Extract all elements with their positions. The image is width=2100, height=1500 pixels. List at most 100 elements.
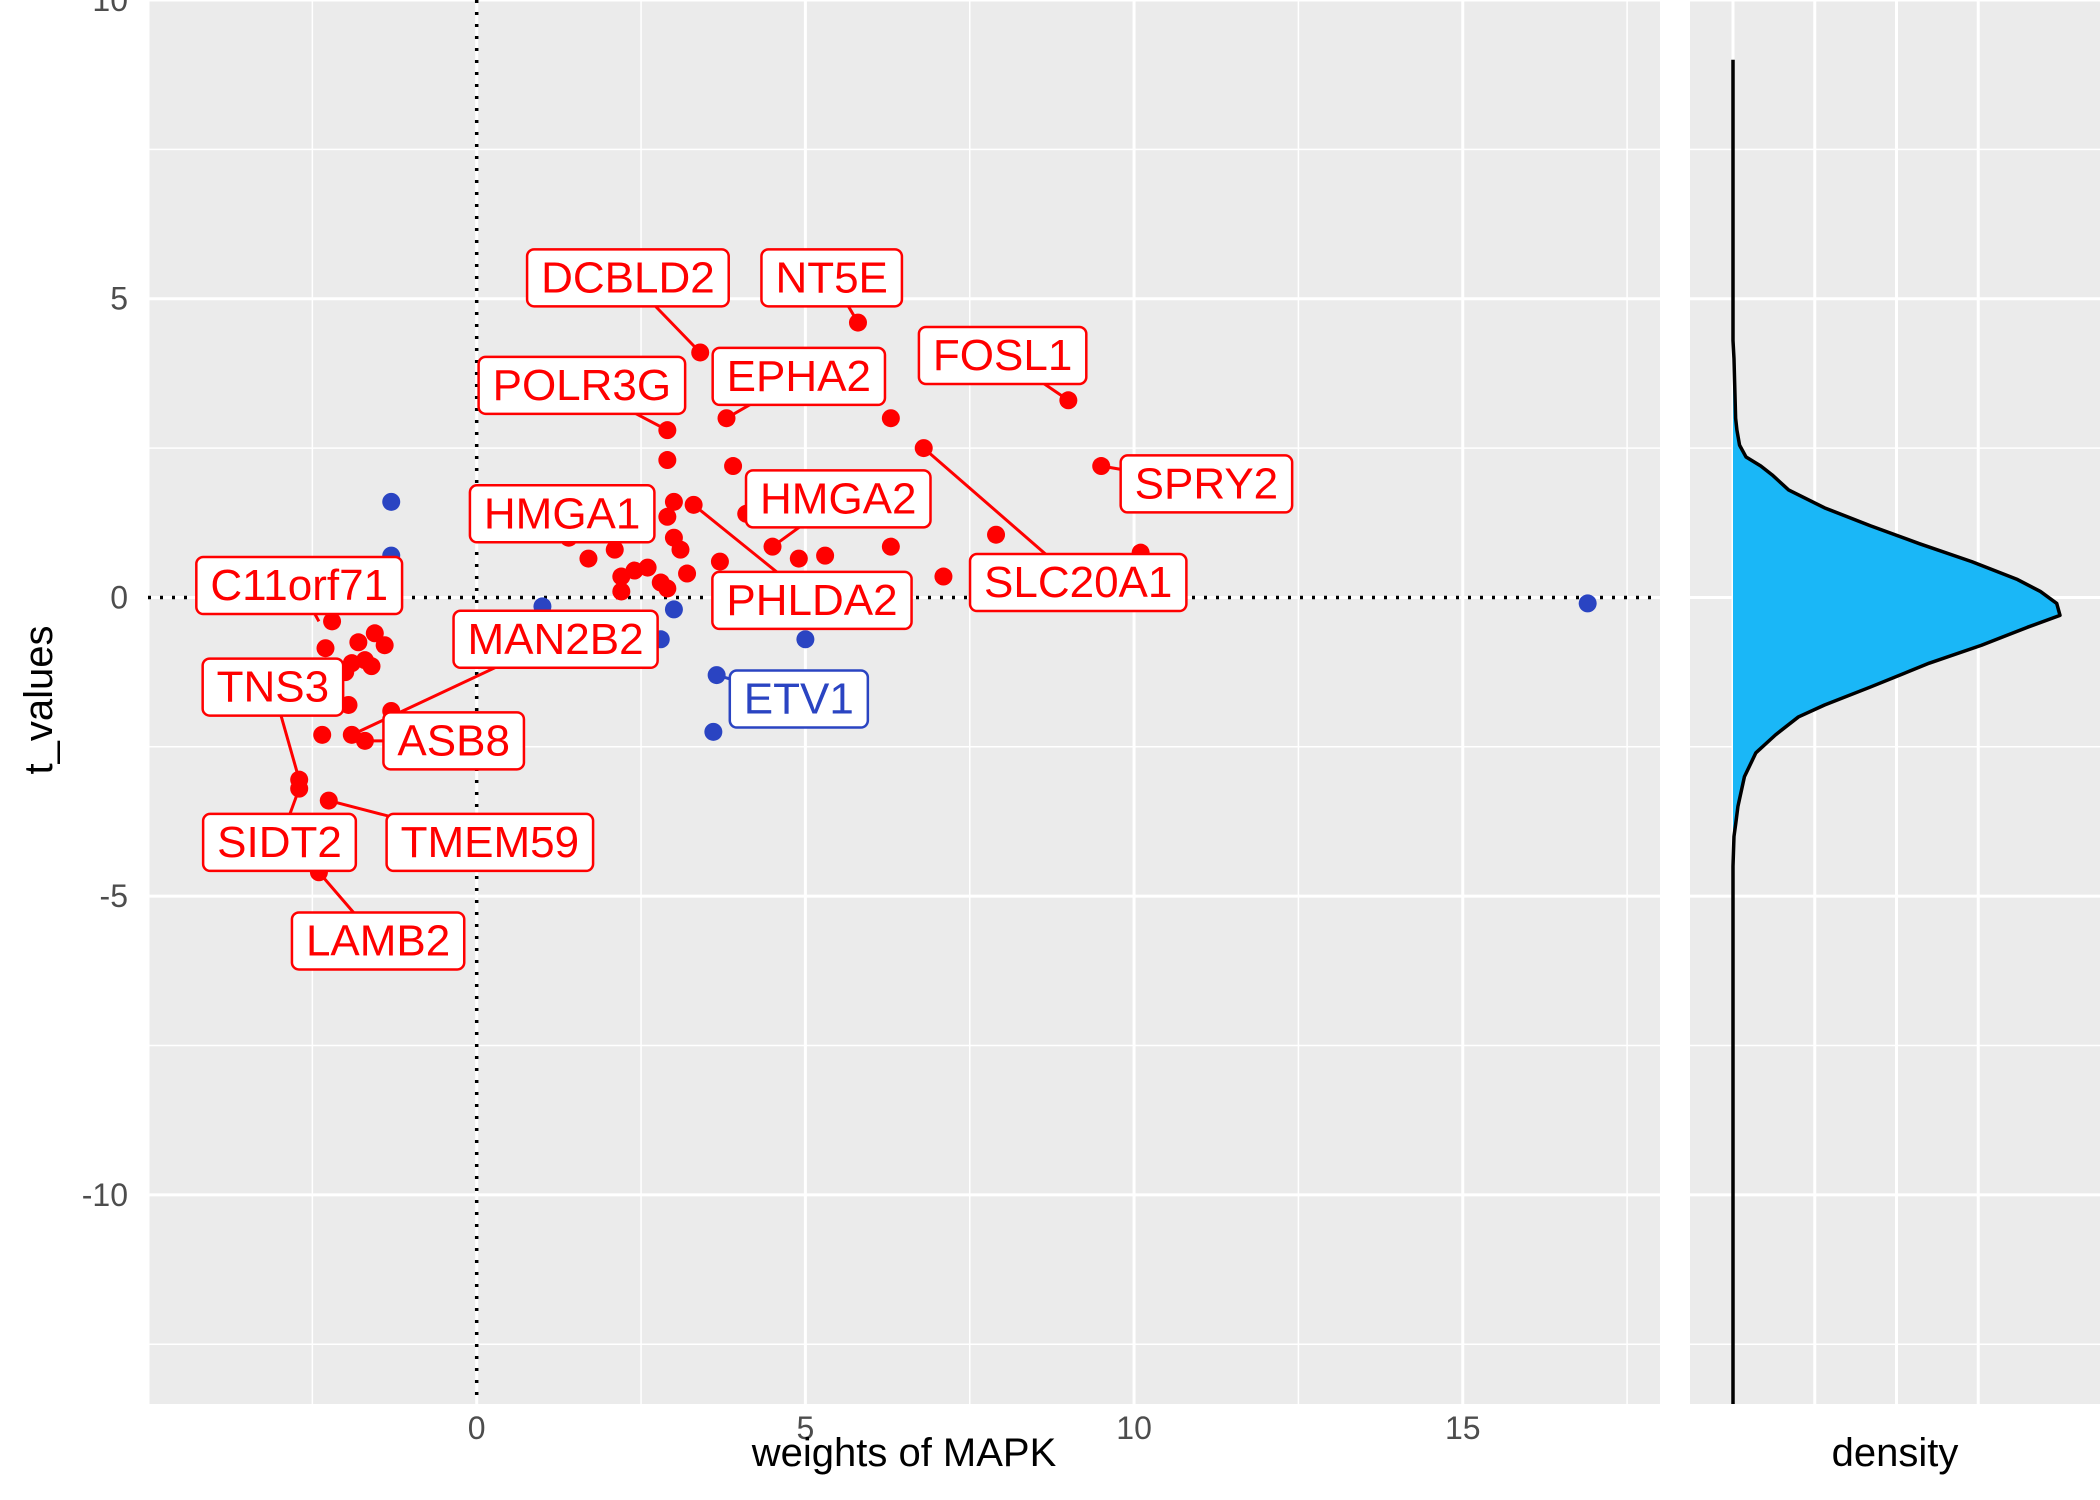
red-point <box>789 549 808 568</box>
gene-label-group: MAN2B2 <box>452 609 659 670</box>
red-point <box>319 791 338 810</box>
red-point <box>658 507 677 526</box>
red-point <box>881 537 900 556</box>
gene-label-text: TMEM59 <box>401 818 579 867</box>
gene-label-box <box>290 911 466 971</box>
gene-label-text: ASB8 <box>397 716 510 765</box>
gene-label-box <box>525 248 730 308</box>
red-point <box>612 567 631 586</box>
gene-label-box <box>195 555 404 616</box>
red-point <box>848 313 867 332</box>
gene-label-group: SLC20A1 <box>968 552 1188 613</box>
gene-label-text: SIDT2 <box>217 818 342 867</box>
red-point <box>717 409 736 428</box>
gene-label-text: FOSL1 <box>933 331 1072 380</box>
gene-label-group: SIDT2 <box>201 812 358 873</box>
gene-label-box <box>968 552 1188 613</box>
gene-label-group: C11orf71 <box>195 555 404 616</box>
gene-label-text: C11orf71 <box>210 561 388 610</box>
red-point <box>658 451 677 470</box>
gene-label-text: DCBLD2 <box>541 253 715 302</box>
gene-label-box <box>711 346 887 407</box>
red-point <box>349 633 368 652</box>
x-tick-labels: 0 5 10 15 <box>468 1410 1481 1446</box>
red-point <box>914 439 933 458</box>
red-point <box>678 564 697 583</box>
red-point <box>355 731 374 750</box>
gene-label-group: ASB8 <box>382 711 526 771</box>
gene-label-text: PHLDA2 <box>726 576 897 625</box>
gene-label-group: TMEM59 <box>385 812 595 873</box>
red-point <box>362 657 381 676</box>
x-tick-label: 15 <box>1445 1410 1481 1446</box>
red-point <box>323 612 342 631</box>
main-panel-background <box>148 0 1660 1404</box>
gene-labels: DCBLD2 NT5E FOSL1 POLR3G EPHA2 SPRY2 HMGA1 HMGA… <box>195 248 1294 971</box>
gene-label-text: HMGA2 <box>760 474 916 523</box>
gene-label-text: NT5E <box>775 253 887 302</box>
gene-label-group: POLR3G <box>477 355 687 416</box>
red-point <box>316 639 335 658</box>
red-point <box>684 495 703 514</box>
gene-label-box <box>477 355 687 416</box>
y-tick-label: 10 <box>92 0 128 18</box>
gene-label-box <box>711 570 913 631</box>
red-point <box>763 537 782 556</box>
gene-label-group: SPRY2 <box>1119 454 1294 514</box>
gene-label-text: TNS3 <box>217 663 329 712</box>
x-axis-title: weights of MAPK <box>751 1431 1057 1475</box>
blue-point <box>796 630 815 649</box>
red-point <box>612 582 631 601</box>
gene-label-text: ETV1 <box>744 675 854 724</box>
y-tick-label: -10 <box>82 1177 128 1213</box>
red-point <box>710 552 729 571</box>
gene-label-group: ETV1 <box>728 669 870 729</box>
gene-label-text: SPRY2 <box>1135 459 1279 508</box>
density-fill <box>1733 340 2060 837</box>
red-point <box>691 343 710 362</box>
blue-point <box>382 492 401 511</box>
gene-label-box <box>382 711 526 771</box>
gene-label-group: EPHA2 <box>711 346 887 407</box>
red-point <box>375 636 394 655</box>
density-line <box>1731 59 2062 1404</box>
gene-label-text: POLR3G <box>493 361 672 410</box>
gene-label-group: DCBLD2 <box>525 248 730 308</box>
x-tick-label: 0 <box>468 1410 486 1446</box>
gene-label-box <box>744 469 932 529</box>
gene-label-box <box>468 484 656 544</box>
red-point <box>658 579 677 598</box>
density-curve <box>1731 59 2062 1404</box>
red-point <box>664 492 683 511</box>
red-point <box>816 546 835 565</box>
y-tick-label: -5 <box>100 878 128 914</box>
gene-label-box <box>728 669 870 729</box>
y-tick-label: 5 <box>110 281 128 317</box>
red-point <box>724 457 743 476</box>
gene-label-box <box>201 657 345 717</box>
gene-label-box <box>385 812 595 873</box>
red-point <box>881 409 900 428</box>
gene-label-text: EPHA2 <box>727 352 871 401</box>
gene-label-group: NT5E <box>760 248 904 308</box>
red-point <box>934 567 953 586</box>
gene-label-group: TNS3 <box>201 657 345 717</box>
red-point <box>313 725 332 744</box>
gene-label-group: FOSL1 <box>917 325 1088 386</box>
blue-point <box>707 666 726 685</box>
red-point <box>987 525 1006 544</box>
gene-label-text: HMGA1 <box>484 489 640 538</box>
y-tick-label: 0 <box>110 579 128 615</box>
red-point <box>290 779 309 798</box>
x-tick-label: 10 <box>1116 1410 1152 1446</box>
gene-label-box <box>1119 454 1294 514</box>
red-point <box>671 540 690 559</box>
gene-label-box <box>452 609 659 670</box>
y-axis-title: t_values <box>17 626 61 775</box>
y-tick-labels: 10 5 0 -5 -10 <box>82 0 128 1213</box>
gene-label-box <box>760 248 904 308</box>
gene-label-group: HMGA1 <box>468 484 656 544</box>
blue-point <box>1578 594 1597 613</box>
x-tick-label: 5 <box>796 1410 814 1446</box>
